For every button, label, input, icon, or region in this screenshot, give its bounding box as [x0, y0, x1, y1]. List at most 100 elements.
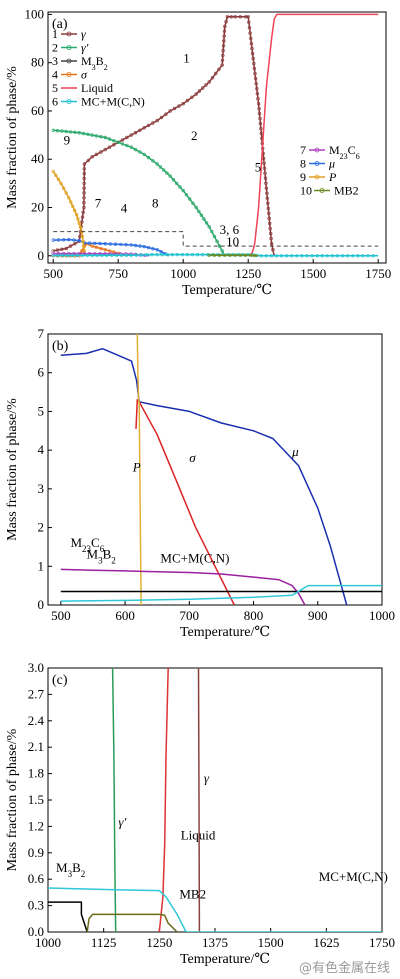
- data-point: [194, 205, 198, 210]
- x-tick-label: 1750: [369, 935, 395, 950]
- data-point: [269, 242, 274, 246]
- annotation-part: 3: [68, 869, 73, 879]
- data-point: [253, 253, 257, 258]
- data-point: [220, 58, 225, 62]
- series-line-10: [209, 254, 259, 257]
- data-point: [59, 181, 63, 186]
- data-point: [82, 176, 86, 181]
- plot-frame: [47, 11, 387, 264]
- plot-frame: [47, 333, 383, 606]
- panel-label: (b): [52, 339, 69, 354]
- data-point: [51, 169, 55, 174]
- x-tick-label: 1625: [313, 935, 339, 950]
- x-tick-label: 1000: [170, 266, 196, 281]
- data-point: [191, 201, 195, 206]
- y-tick-label: 2.4: [28, 713, 45, 728]
- y-tick-label: 100: [25, 6, 45, 21]
- data-point: [142, 126, 146, 130]
- annotation-label: MB2: [179, 887, 206, 902]
- x-tick-label: 1000: [35, 935, 61, 950]
- data-point: [204, 221, 209, 225]
- data-point: [190, 95, 194, 100]
- series-line-m23c6: [60, 568, 306, 605]
- series-line-3: [53, 231, 379, 247]
- data-point: [78, 234, 82, 239]
- data-point: [212, 253, 217, 258]
- annotation-label: P: [132, 459, 141, 474]
- series-line--: [197, 668, 201, 932]
- data-point: [181, 188, 185, 193]
- data-point: [86, 158, 91, 163]
- data-point: [238, 253, 243, 258]
- data-point: [199, 213, 204, 217]
- legend-number: 9: [300, 170, 306, 184]
- annotation-label: Liquid: [181, 828, 216, 843]
- data-point: [77, 238, 81, 243]
- data-point: [220, 249, 224, 253]
- data-point: [207, 253, 211, 258]
- data-point: [90, 133, 94, 137]
- series-group: [51, 13, 379, 258]
- legend-number: 8: [300, 157, 306, 171]
- data-point: [120, 138, 125, 142]
- y-tick-label: 4: [38, 442, 45, 457]
- data-point: [133, 147, 138, 152]
- data-point: [269, 254, 274, 258]
- data-point: [129, 253, 133, 258]
- data-point: [201, 86, 205, 90]
- data-point: [266, 201, 270, 206]
- y-tick-label: 1: [38, 558, 45, 573]
- data-point: [207, 225, 211, 229]
- data-point: [284, 254, 289, 258]
- data-point: [105, 253, 109, 258]
- y-tick-label: 2.7: [28, 686, 45, 701]
- data-point: [107, 137, 112, 141]
- panel-label: (a): [52, 17, 68, 32]
- annotation-part: 6: [100, 544, 105, 554]
- x-axis-label: Temperature/℃: [182, 283, 272, 298]
- data-point: [85, 253, 90, 258]
- data-point: [151, 247, 155, 251]
- chart-panel-b: 500 600 700 800 900 100001234567Temperature/℃…: [5, 326, 395, 640]
- data-point: [78, 225, 83, 230]
- series-line-mc-m-c-n-: [60, 584, 382, 602]
- y-tick-label: 2: [38, 520, 45, 535]
- data-point: [243, 253, 248, 258]
- series-line--: [111, 668, 117, 932]
- data-point: [99, 246, 103, 251]
- data-point: [124, 253, 129, 258]
- data-point: [56, 238, 61, 242]
- data-point: [212, 234, 217, 239]
- data-point: [200, 252, 205, 257]
- x-tick-label: 900: [308, 608, 328, 623]
- data-point: [99, 150, 103, 154]
- y-tick-label: 80: [31, 55, 44, 70]
- y-axis-label: Mass fraction of phase/%: [5, 728, 20, 871]
- data-point: [94, 152, 99, 157]
- legend-number: 5: [52, 81, 58, 95]
- data-point: [247, 26, 252, 30]
- x-tick-label: 1500: [300, 266, 326, 281]
- data-point: [165, 252, 169, 257]
- data-point: [129, 145, 133, 149]
- data-point: [267, 211, 271, 216]
- data-point: [109, 253, 114, 258]
- data-point: [210, 76, 215, 80]
- data-point: [60, 129, 64, 133]
- data-point: [228, 253, 232, 258]
- x-tick-label: 1250: [146, 935, 172, 950]
- series-line-8: [53, 238, 170, 257]
- data-point: [134, 253, 139, 257]
- data-point: [325, 254, 329, 258]
- legend-number: 1: [52, 27, 58, 41]
- data-point: [257, 106, 261, 111]
- data-point: [253, 71, 257, 76]
- legend-text-part: 6: [356, 152, 360, 161]
- chart-panel-c: 1000 1125 1250 1375 1500 1625 1750 0.0 0.3 0.6 0.9…: [5, 660, 395, 967]
- x-tick-label: 1000: [369, 608, 395, 623]
- data-point: [74, 213, 79, 217]
- y-tick-label: 0.6: [28, 871, 45, 886]
- data-point: [229, 15, 234, 19]
- data-point: [82, 167, 87, 171]
- annotation-label: M3B2: [87, 547, 116, 566]
